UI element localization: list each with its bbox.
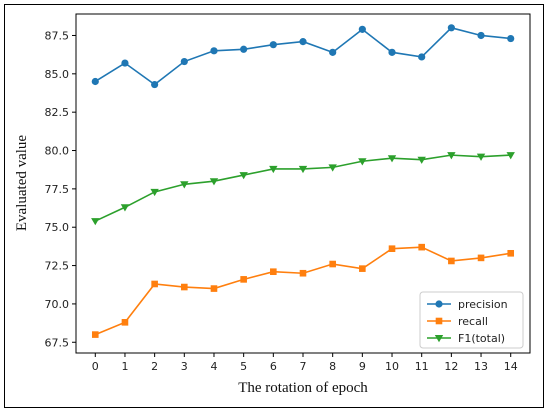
legend-marker — [435, 300, 443, 308]
y-axis: 67.5 70.0 72.5 75.0 77.5 80.0 82.5 85.0 87.5 — [45, 29, 76, 349]
data-point-f1-total — [269, 165, 278, 174]
data-point-recall — [121, 319, 129, 326]
x-tick-label: 13 — [474, 360, 488, 373]
data-point-precision — [447, 24, 455, 32]
x-tick-label: 7 — [300, 360, 307, 373]
y-tick-label: 85.0 — [45, 68, 70, 81]
y-tick-label: 75.0 — [45, 221, 70, 234]
data-point-precision — [180, 57, 188, 66]
data-point-precision — [151, 80, 159, 89]
legend: precision recall F1(total) — [419, 291, 524, 349]
data-point-recall — [477, 254, 485, 262]
y-tick-label: 80.0 — [45, 145, 70, 158]
y-tick-label: 87.5 — [45, 29, 70, 42]
data-point-precision — [269, 41, 277, 49]
data-point-f1-total — [447, 152, 456, 160]
data-point-recall — [240, 276, 247, 283]
series-recall — [91, 243, 515, 338]
y-axis-title: Evaluated value — [14, 135, 30, 232]
data-point-precision — [240, 45, 248, 53]
data-point-precision — [210, 47, 218, 55]
data-point-precision — [358, 25, 366, 33]
legend-entry-recall: recall — [427, 315, 488, 328]
data-point-f1-total — [150, 188, 159, 197]
legend-marker — [434, 335, 444, 343]
x-tick-label: 8 — [329, 360, 336, 373]
x-tick-label: 0 — [92, 360, 99, 373]
series-layer — [91, 24, 515, 338]
data-point-f1-total — [417, 156, 426, 164]
legend-label: F1(total) — [458, 332, 505, 345]
y-tick-label: 82.5 — [45, 106, 70, 119]
data-point-precision — [299, 38, 307, 46]
legend-entry-f1-total: F1(total) — [427, 332, 505, 345]
data-point-recall — [359, 265, 366, 272]
x-axis: 0 1 2 3 4 5 6 7 8 9 10 11 12 13 14 — [92, 353, 518, 373]
data-point-f1-total — [209, 178, 219, 186]
y-tick-label: 67.5 — [45, 336, 70, 349]
data-point-recall — [151, 280, 158, 288]
x-tick-label: 11 — [415, 360, 429, 373]
x-tick-label: 14 — [504, 360, 518, 373]
x-tick-label: 6 — [270, 360, 277, 373]
x-tick-label: 1 — [121, 360, 128, 373]
data-point-f1-total — [298, 165, 308, 174]
legend-label: recall — [458, 315, 488, 328]
data-point-f1-total — [180, 181, 189, 189]
data-point-recall — [507, 249, 515, 257]
x-tick-label: 10 — [385, 360, 399, 373]
x-tick-label: 9 — [359, 360, 366, 373]
data-point-f1-total — [358, 158, 367, 166]
data-point-recall — [270, 268, 277, 276]
data-point-precision — [388, 48, 396, 56]
x-axis-title: The rotation of epoch — [238, 380, 368, 396]
data-point-recall — [210, 285, 218, 292]
data-point-recall — [388, 245, 396, 252]
data-point-precision — [418, 53, 426, 61]
data-point-recall — [448, 257, 455, 265]
y-tick-label: 70.0 — [45, 298, 70, 311]
data-point-f1-total — [239, 172, 248, 180]
data-point-precision — [121, 59, 129, 67]
data-point-f1-total — [91, 218, 100, 226]
data-point-precision — [91, 77, 99, 86]
data-point-f1-total — [476, 153, 486, 161]
x-tick-label: 3 — [181, 360, 188, 373]
series-line-f1-total — [94, 154, 511, 222]
series-f1-total — [91, 152, 515, 226]
data-point-recall — [418, 243, 425, 251]
data-point-recall — [299, 269, 307, 277]
legend-box — [419, 291, 524, 349]
data-point-recall — [91, 331, 99, 338]
data-point-f1-total — [387, 155, 397, 163]
legend-entry-precision: precision — [427, 298, 508, 311]
legend-label: precision — [458, 298, 508, 311]
data-point-precision — [329, 48, 337, 56]
data-point-precision — [477, 31, 485, 40]
series-precision — [91, 24, 515, 89]
x-tick-label: 2 — [151, 360, 158, 373]
data-point-recall — [181, 283, 188, 291]
y-tick-label: 72.5 — [45, 260, 70, 273]
data-point-f1-total — [328, 164, 337, 172]
series-line-precision — [94, 26, 511, 86]
x-tick-label: 4 — [210, 360, 217, 373]
data-point-f1-total — [120, 204, 130, 212]
x-tick-label: 12 — [444, 360, 458, 373]
data-point-recall — [329, 260, 336, 268]
x-tick-label: 5 — [240, 360, 247, 373]
data-point-precision — [507, 34, 515, 43]
legend-marker — [435, 317, 443, 325]
y-tick-label: 77.5 — [45, 183, 70, 196]
data-point-f1-total — [506, 152, 515, 160]
